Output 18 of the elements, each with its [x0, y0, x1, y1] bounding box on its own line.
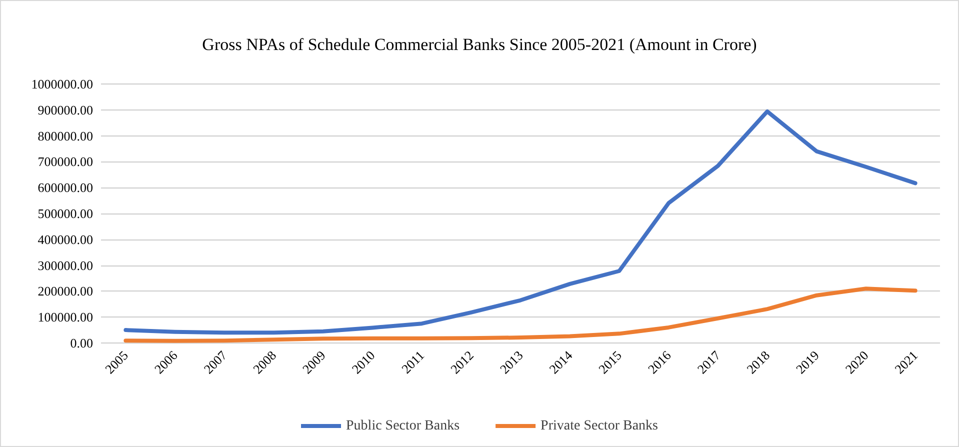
y-tick-label: 700000.00: [38, 154, 93, 170]
legend-label: Private Sector Banks: [540, 418, 658, 434]
y-tick-label: 200000.00: [38, 284, 93, 299]
line-series: [124, 286, 918, 343]
legend-label: Public Sector Banks: [346, 418, 460, 434]
x-tick-label: 2021: [892, 348, 921, 377]
y-tick-label: 300000.00: [38, 258, 93, 273]
y-tick-label: 800000.00: [38, 128, 93, 144]
y-tick-label: 1000000.00: [31, 76, 93, 92]
y-tick-label: 600000.00: [38, 180, 93, 196]
x-tick-label: 2011: [398, 348, 428, 376]
y-tick-label: 0.00: [70, 336, 93, 350]
y-tick-label: 100000.00: [38, 310, 93, 325]
line-series: [124, 109, 918, 335]
y-tick-label: 900000.00: [38, 102, 93, 118]
chart-title: Gross NPAs of Schedule Commercial Banks Since 2005-2021 (Amount in Crore): [202, 35, 757, 54]
y-tick-label: 500000.00: [38, 206, 93, 221]
y-tick-label: 400000.00: [38, 232, 93, 247]
